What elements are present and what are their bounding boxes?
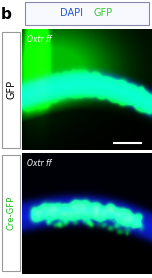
Text: GFP: GFP <box>93 8 112 18</box>
Bar <box>2 155 20 271</box>
Text: Cre-GFP: Cre-GFP <box>7 196 16 230</box>
Text: DAPI: DAPI <box>60 8 83 18</box>
Bar <box>25 2 149 25</box>
Text: b: b <box>1 7 12 22</box>
Text: Oxtr ff: Oxtr ff <box>27 159 52 168</box>
Text: Oxtr ff: Oxtr ff <box>27 35 52 44</box>
Bar <box>2 32 20 148</box>
Text: GFP: GFP <box>6 80 16 99</box>
